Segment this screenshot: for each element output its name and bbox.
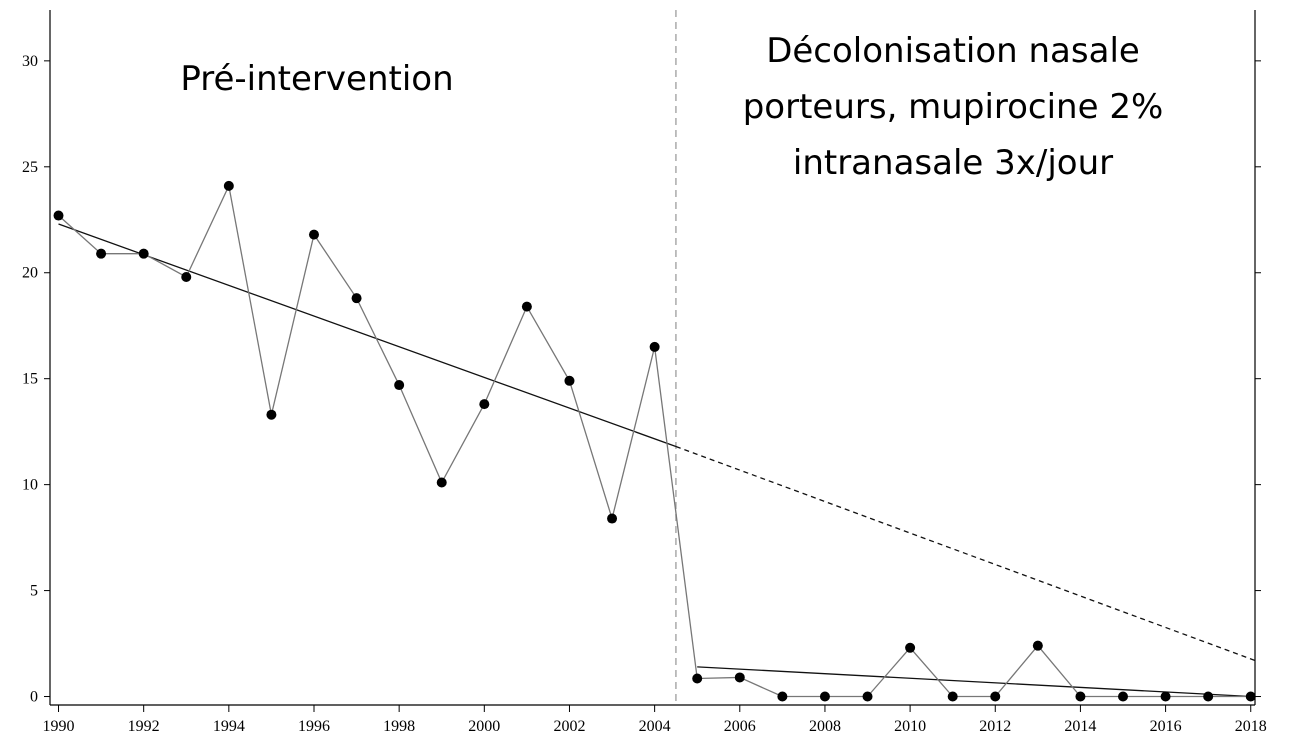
x-tick-label: 2008 [809,718,841,735]
point [692,673,703,684]
point [1245,691,1256,702]
x-tick-label: 1996 [298,718,330,735]
point [862,691,873,702]
point [266,409,277,420]
point [351,293,362,304]
x-tick-label: 2010 [894,718,926,735]
annotation: Décolonisation nasale [766,31,1140,71]
y-tick-label: 30 [22,53,38,70]
point [947,691,958,702]
y-tick-label: 20 [22,265,38,282]
x-tick-label: 2016 [1150,718,1182,735]
point [138,248,149,259]
series-line [58,183,1251,698]
point [521,301,532,312]
point [777,691,788,702]
x-tick-label: 2002 [553,718,585,735]
annotation: porteurs, mupirocine 2% [743,87,1164,127]
point [990,691,1001,702]
point [394,380,405,391]
x-tick-label: 2014 [1064,718,1096,735]
y-tick-label: 5 [30,583,38,600]
point [1032,640,1043,651]
point [308,229,319,240]
x-tick-label: 2004 [639,718,671,735]
y-tick-label: 10 [22,477,38,494]
point [181,271,192,282]
x-tick-label: 2006 [724,718,756,735]
x-tick-label: 1998 [383,718,415,735]
point [905,642,916,653]
y-tick-label: 15 [22,371,38,388]
point [479,399,490,410]
annotation: Pré-intervention [180,59,453,99]
point [223,180,234,191]
x-tick-label: 1994 [213,718,245,735]
point [1075,691,1086,702]
point [1160,691,1171,702]
y-tick-label: 0 [30,689,38,706]
point [564,375,575,386]
point [53,210,64,221]
point [734,672,745,683]
y-tick-label: 25 [22,159,38,176]
annotation: intranasale 3x/jour [793,143,1113,183]
trend-line [58,223,677,448]
x-tick-label: 2012 [979,718,1011,735]
point [649,341,660,352]
x-tick-label: 2018 [1235,718,1267,735]
point [436,477,447,488]
x-tick-label: 2000 [468,718,500,735]
point [1118,691,1129,702]
x-tick-label: 1992 [128,718,160,735]
point [1203,691,1214,702]
point [819,691,830,702]
point [607,513,618,524]
point [96,248,107,259]
trend-line [697,666,1251,698]
x-tick-label: 1990 [43,718,75,735]
trend-line [675,445,1256,662]
